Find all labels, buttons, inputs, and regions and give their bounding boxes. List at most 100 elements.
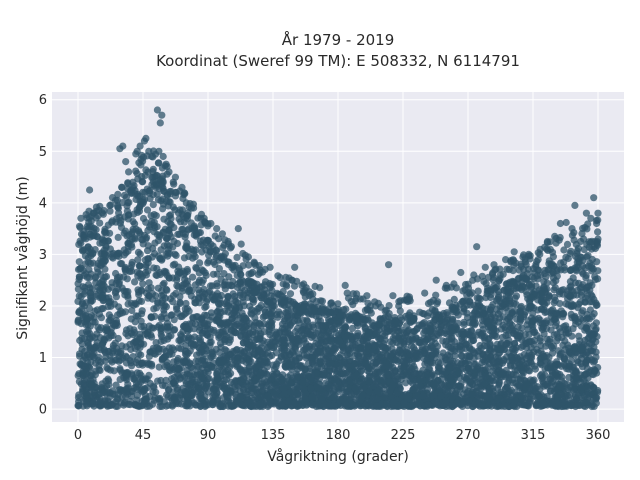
data-point (213, 282, 221, 290)
data-point (293, 390, 301, 398)
data-point (80, 375, 88, 383)
data-point (148, 347, 157, 355)
data-point (497, 388, 505, 396)
data-point (88, 285, 96, 293)
data-point (259, 313, 267, 321)
data-point (251, 314, 259, 322)
data-point (416, 382, 424, 390)
data-point (540, 330, 548, 338)
data-point (351, 384, 359, 392)
data-point (511, 327, 519, 335)
data-point (270, 390, 278, 398)
data-point (77, 264, 85, 272)
data-point (362, 354, 370, 362)
data-point (351, 352, 359, 360)
data-point (89, 400, 97, 408)
data-point (281, 345, 289, 353)
data-point (114, 233, 122, 241)
data-point (144, 226, 152, 235)
data-point (305, 343, 313, 351)
data-point (114, 334, 122, 343)
data-point (147, 212, 155, 220)
data-point (486, 345, 494, 353)
data-point (187, 363, 195, 371)
data-point (196, 375, 204, 383)
data-point (136, 250, 144, 258)
data-point (94, 259, 102, 268)
data-point (464, 328, 472, 336)
data-point (155, 252, 163, 260)
data-point (224, 281, 232, 289)
data-point (299, 316, 307, 324)
data-point (397, 326, 405, 334)
data-point (332, 380, 340, 388)
data-point (474, 352, 482, 360)
data-point (168, 402, 176, 410)
data-point (200, 382, 208, 390)
data-point (191, 333, 199, 341)
data-point (165, 366, 173, 374)
data-point (540, 300, 548, 308)
data-point (345, 346, 353, 355)
data-point (201, 311, 209, 319)
data-point (195, 278, 203, 286)
data-point (389, 339, 397, 347)
data-point (186, 402, 194, 410)
chart-title-line-1: År 1979 - 2019 (282, 30, 395, 49)
data-point (78, 340, 86, 348)
data-point (231, 322, 239, 330)
data-point (487, 352, 495, 360)
data-point (80, 290, 88, 298)
data-point (543, 317, 551, 325)
data-point (231, 386, 239, 394)
data-point (153, 190, 161, 198)
data-point (130, 384, 138, 392)
data-point (259, 337, 267, 345)
data-point (199, 267, 207, 275)
data-point (402, 379, 410, 387)
data-point (213, 369, 221, 377)
data-point (136, 262, 144, 270)
data-point (200, 294, 208, 302)
data-point (471, 371, 479, 380)
data-point (241, 402, 249, 410)
data-point (587, 329, 595, 338)
data-point (180, 334, 188, 342)
data-point (572, 394, 581, 403)
data-point (286, 322, 294, 330)
data-point (260, 355, 268, 363)
data-point (186, 372, 194, 380)
data-point (528, 294, 536, 302)
data-point (133, 268, 141, 276)
data-point (531, 365, 540, 373)
data-point (159, 302, 168, 311)
data-point (560, 354, 568, 362)
data-points (74, 106, 602, 411)
data-point (137, 323, 145, 331)
data-point (533, 394, 541, 402)
data-point (545, 292, 553, 300)
data-point (552, 322, 560, 330)
data-point (143, 402, 151, 410)
data-point (148, 333, 156, 341)
data-point (102, 323, 110, 331)
data-point (229, 290, 237, 298)
data-point (226, 363, 234, 371)
data-point (95, 390, 104, 398)
data-point (383, 369, 391, 377)
data-point (312, 339, 320, 348)
data-point (571, 264, 579, 272)
data-point (123, 353, 131, 361)
data-point (245, 325, 253, 333)
data-point (206, 282, 214, 290)
data-point (137, 317, 145, 325)
data-point (425, 320, 434, 328)
data-point (530, 304, 538, 312)
data-point (288, 347, 296, 356)
data-point (159, 205, 167, 213)
data-point (428, 337, 436, 345)
data-point (548, 349, 557, 357)
data-point (559, 286, 568, 294)
data-point (315, 347, 323, 355)
data-point (566, 293, 575, 301)
